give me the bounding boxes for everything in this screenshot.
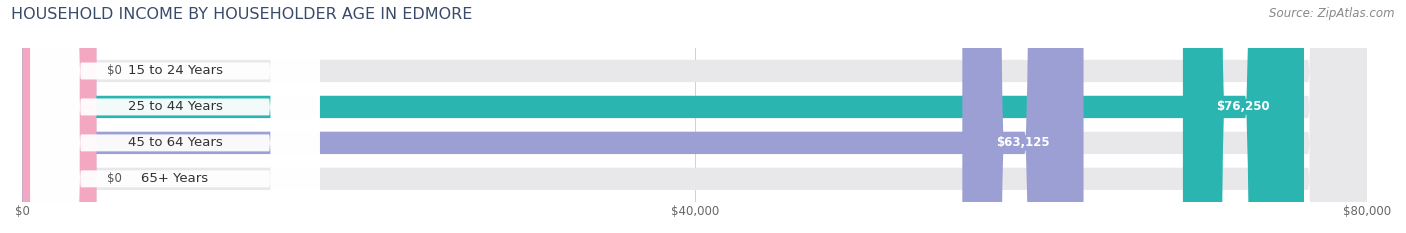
FancyBboxPatch shape xyxy=(22,0,1303,233)
Text: HOUSEHOLD INCOME BY HOUSEHOLDER AGE IN EDMORE: HOUSEHOLD INCOME BY HOUSEHOLDER AGE IN E… xyxy=(11,7,472,22)
Text: 45 to 64 Years: 45 to 64 Years xyxy=(128,136,222,149)
FancyBboxPatch shape xyxy=(22,0,97,233)
FancyBboxPatch shape xyxy=(22,0,1084,233)
Text: 65+ Years: 65+ Years xyxy=(142,172,208,185)
FancyBboxPatch shape xyxy=(962,0,1084,233)
FancyBboxPatch shape xyxy=(31,0,319,233)
Text: Source: ZipAtlas.com: Source: ZipAtlas.com xyxy=(1270,7,1395,20)
FancyBboxPatch shape xyxy=(31,0,319,233)
FancyBboxPatch shape xyxy=(22,0,97,233)
Text: 25 to 44 Years: 25 to 44 Years xyxy=(128,100,222,113)
FancyBboxPatch shape xyxy=(22,0,1367,233)
FancyBboxPatch shape xyxy=(1182,0,1303,233)
Text: 15 to 24 Years: 15 to 24 Years xyxy=(128,65,222,78)
FancyBboxPatch shape xyxy=(22,0,1367,233)
Text: $0: $0 xyxy=(107,172,122,185)
FancyBboxPatch shape xyxy=(22,0,1367,233)
Text: $76,250: $76,250 xyxy=(1216,100,1270,113)
Text: $63,125: $63,125 xyxy=(995,136,1050,149)
FancyBboxPatch shape xyxy=(31,0,319,233)
Text: $0: $0 xyxy=(107,65,122,78)
FancyBboxPatch shape xyxy=(22,0,1367,233)
FancyBboxPatch shape xyxy=(31,0,319,233)
